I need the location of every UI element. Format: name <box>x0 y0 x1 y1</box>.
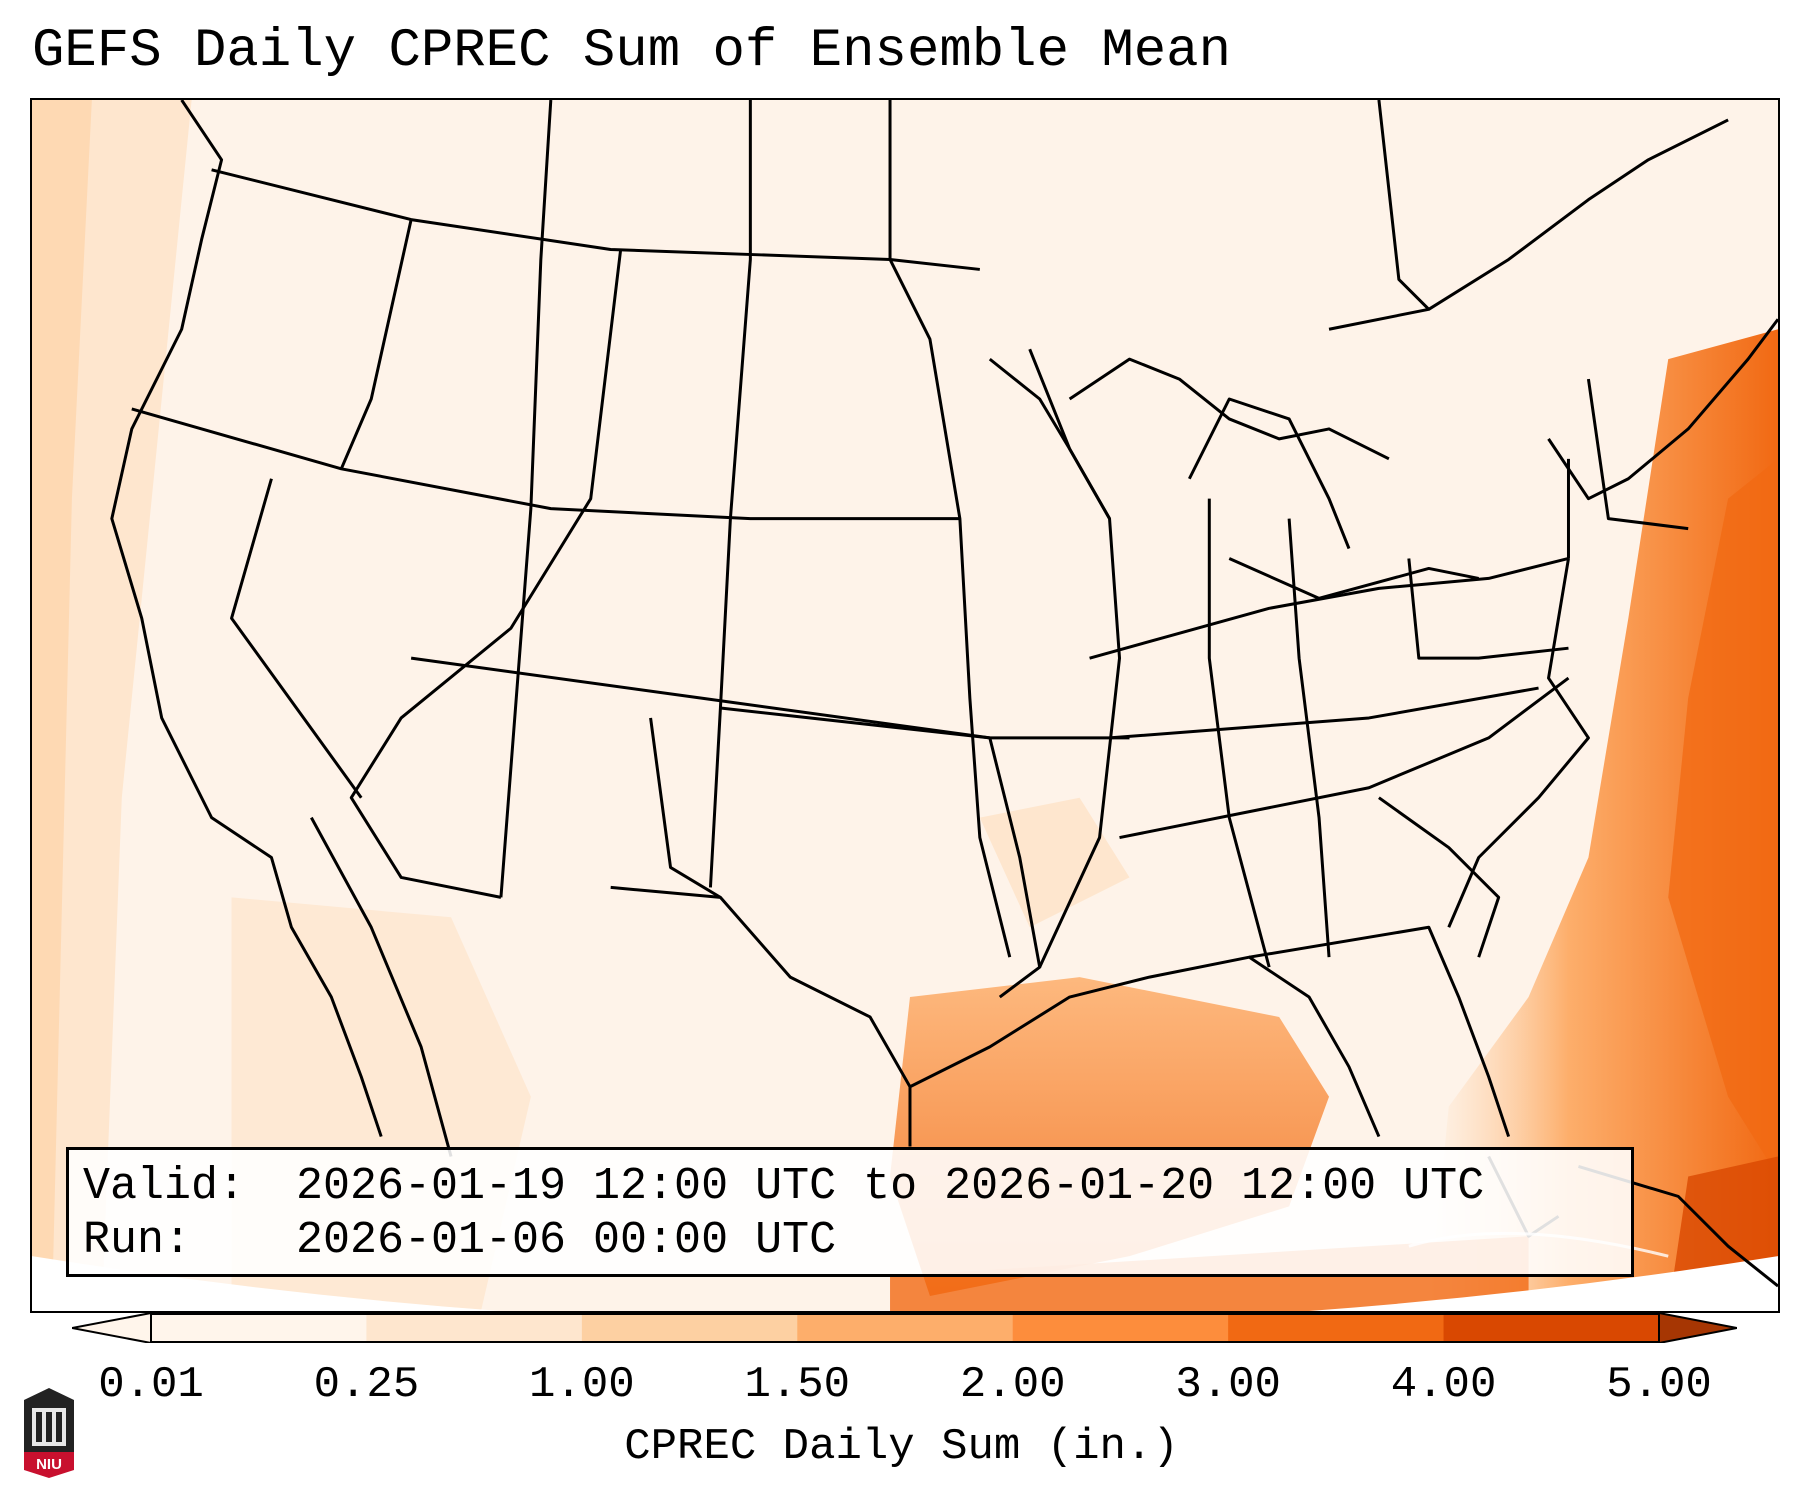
valid-time-line: Valid: 2026-01-19 12:00 UTC to 2026-01-20… <box>83 1160 1617 1214</box>
colorbar-tick-label: 5.00 <box>1606 1360 1712 1410</box>
colorbar-tick-label: 0.25 <box>313 1360 420 1410</box>
colorbar-segment <box>1228 1313 1445 1343</box>
map-canvas <box>32 100 1778 1311</box>
logo-text: NIU <box>36 1456 62 1473</box>
colorbar-tick-label: 1.50 <box>744 1360 851 1410</box>
run-label: Run: <box>83 1215 192 1266</box>
boundaries <box>110 100 1778 1288</box>
precip-shading <box>32 100 1778 1311</box>
colorbar-tick-label: 0.01 <box>98 1360 204 1410</box>
valid-label: Valid: <box>83 1161 246 1212</box>
precipitation-map[interactable] <box>30 98 1780 1313</box>
colorbar-tick-label: 2.00 <box>959 1360 1066 1410</box>
colorbar-tick-label: 1.00 <box>529 1360 635 1410</box>
colorbar <box>72 1313 1737 1343</box>
run-value: 2026-01-06 00:00 UTC <box>296 1215 837 1266</box>
colorbar-extend-max <box>1658 1313 1737 1343</box>
valid-value: 2026-01-19 12:00 UTC to 2026-01-20 12:00… <box>296 1161 1485 1212</box>
colorbar-extend-min <box>72 1313 152 1343</box>
colorbar-segment <box>151 1313 367 1343</box>
run-time-line: Run: 2026-01-06 00:00 UTC <box>83 1214 1617 1268</box>
colorbar-tick-label: 4.00 <box>1390 1360 1497 1410</box>
colorbar-segment <box>581 1313 798 1343</box>
map-title: GEFS Daily CPREC Sum of Ensemble Mean <box>32 21 1231 82</box>
niu-logo: NIU <box>24 1388 74 1478</box>
colorbar-segment <box>366 1313 583 1343</box>
colorbar-segment <box>1012 1313 1229 1343</box>
colorbar-segment <box>797 1313 1014 1343</box>
colorbar-label: CPREC Daily Sum (in.) <box>624 1422 1179 1472</box>
colorbar-segment <box>1443 1313 1660 1343</box>
valid-run-info-box: Valid: 2026-01-19 12:00 UTC to 2026-01-20… <box>66 1147 1634 1277</box>
colorbar-tick-label: 3.00 <box>1175 1360 1281 1410</box>
